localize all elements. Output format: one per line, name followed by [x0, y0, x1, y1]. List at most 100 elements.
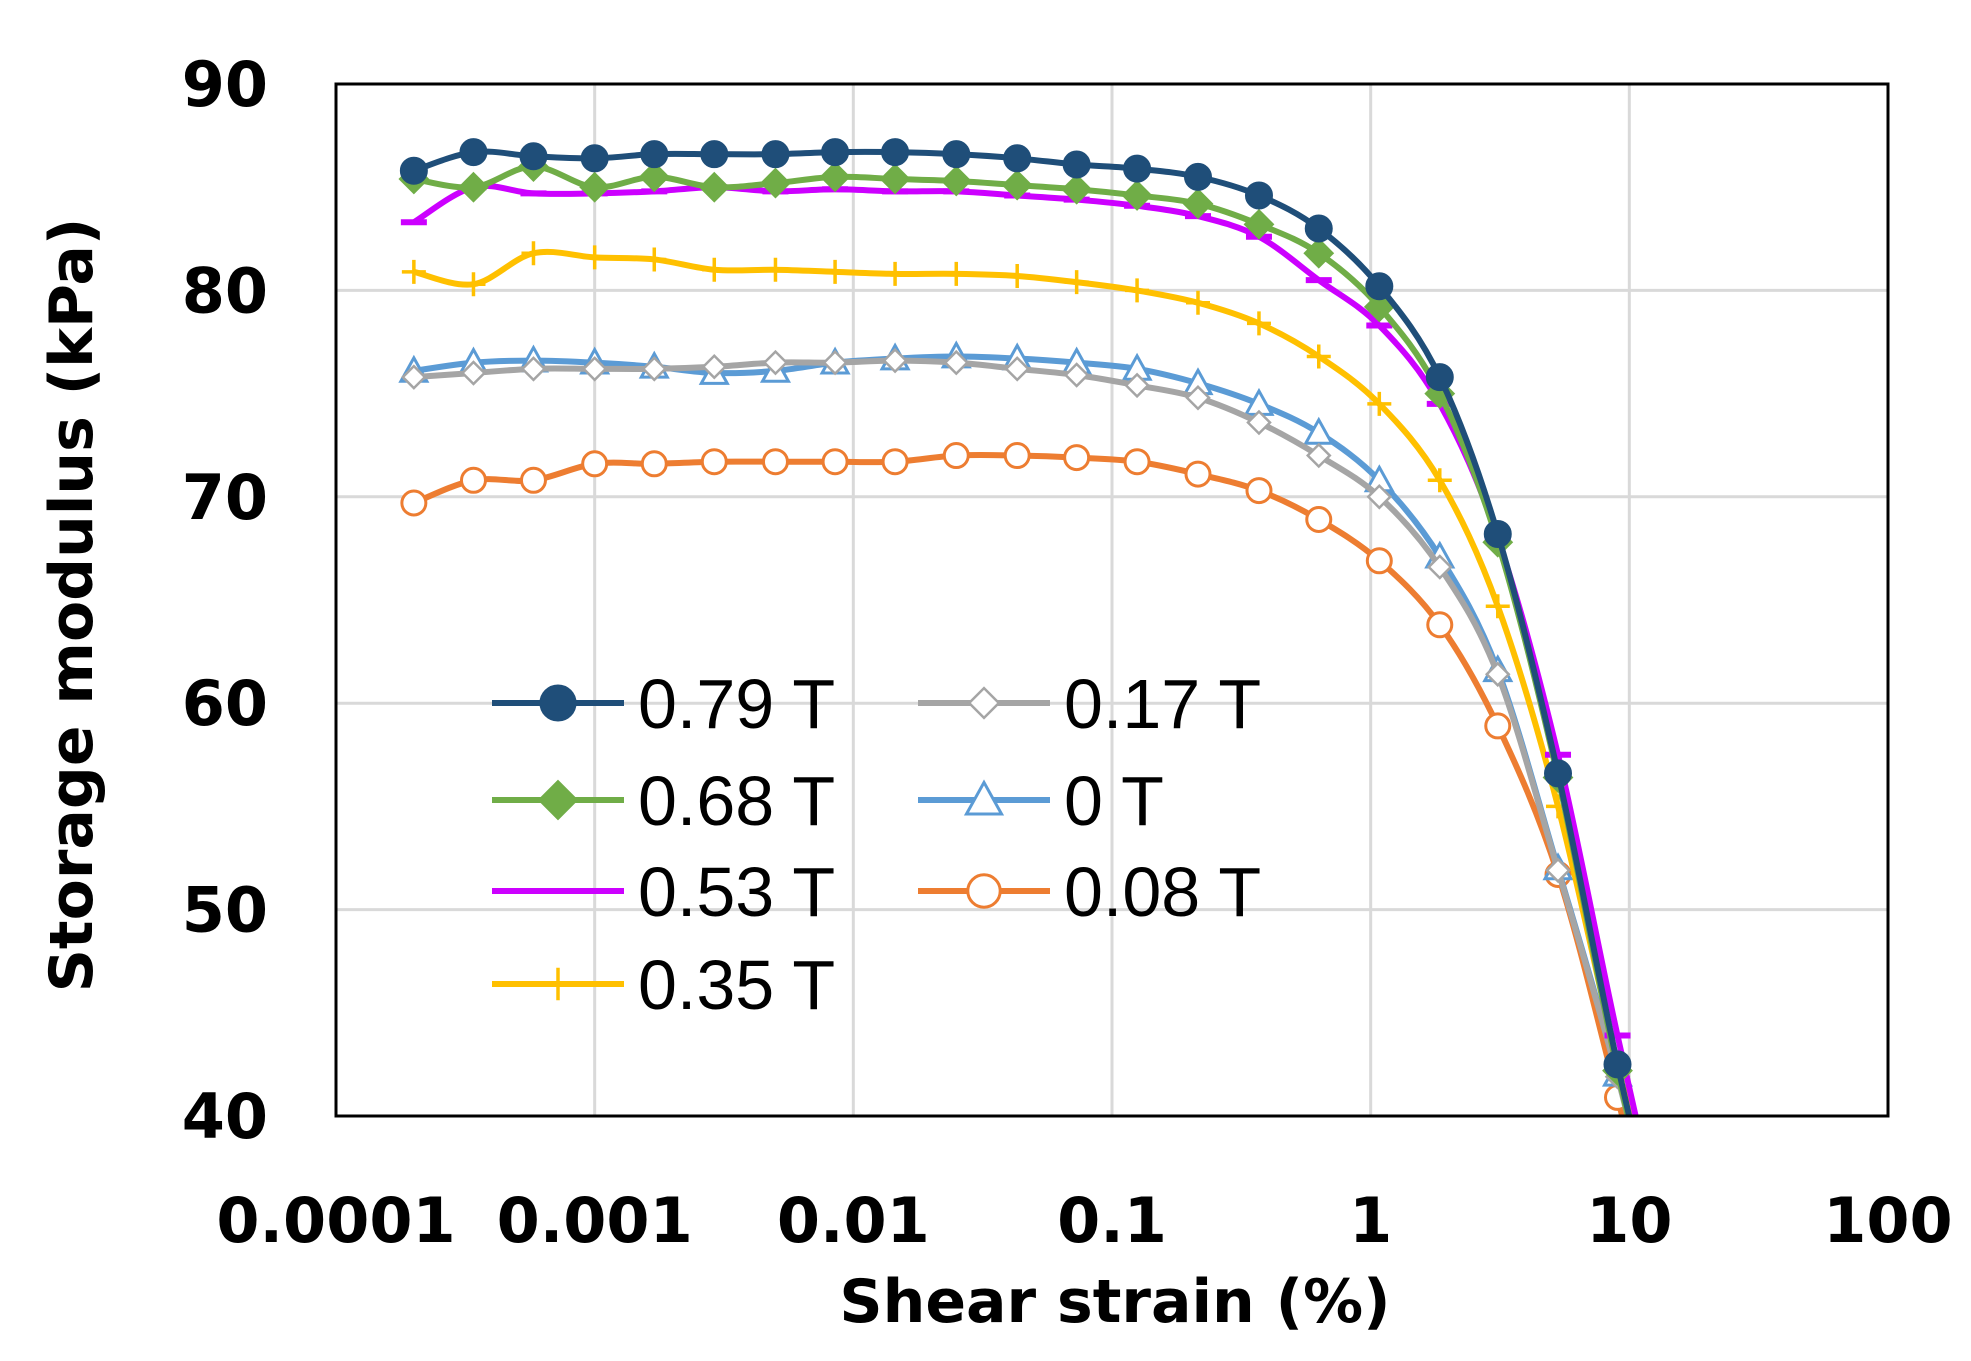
data-point-0-10 [1003, 144, 1032, 173]
data-point-1-7 [819, 161, 851, 193]
data-point-0-11 [1062, 150, 1091, 179]
data-point-0-8 [881, 138, 910, 167]
data-point-0-20 [1603, 1050, 1632, 1079]
data-point-6-21 [1667, 1331, 1691, 1355]
data-point-3-10 [1005, 263, 1030, 288]
data-point-0-21 [1666, 1309, 1692, 1335]
x-tick-label-5: 10 [1586, 1184, 1672, 1257]
legend-swatch-marker-6 [966, 873, 1002, 909]
legend-swatch-marker-3 [541, 967, 575, 1001]
data-point-1-6 [760, 167, 791, 199]
data-point-6-14 [1245, 477, 1273, 505]
data-point-0-1 [459, 138, 488, 167]
data-point-6-7 [821, 448, 849, 476]
grid-lines [334, 82, 1890, 1118]
legend-label-0: 0.79 T [638, 665, 835, 743]
x-tick-label-2: 0.01 [777, 1184, 930, 1257]
data-point-1-14 [1243, 208, 1275, 240]
data-point-0-9 [942, 140, 971, 169]
data-point-4-9 [943, 349, 970, 376]
data-point-6-17 [1426, 611, 1454, 639]
series-line-3 [413, 248, 1633, 1116]
data-point-0-4 [640, 140, 669, 169]
legend-entry-6: 0.08 T [918, 853, 1261, 931]
data-point-6-12 [1123, 448, 1151, 476]
x-tick-label-4: 1 [1349, 1184, 1392, 1257]
data-point-4-19 [1545, 857, 1571, 884]
series-layer [398, 138, 1692, 1355]
x-tick-label-0: 0.0001 [216, 1184, 455, 1257]
data-point-3-17 [1427, 468, 1452, 493]
x-tick-label-1: 0.001 [497, 1184, 693, 1257]
data-point-1-11 [1061, 173, 1093, 205]
legend-entry-2: 0.53 T [492, 853, 835, 931]
series-line-2 [412, 182, 1639, 1116]
data-point-4-5 [701, 354, 728, 380]
legend-entry-5: 0 T [918, 762, 1164, 840]
data-point-0-19 [1544, 759, 1573, 788]
y-tick-label-1: 50 [182, 874, 268, 947]
data-point-3-15 [1306, 344, 1331, 369]
series-0-17-t [401, 347, 1690, 1333]
data-point-3-16 [1367, 391, 1392, 416]
data-point-3-4 [642, 247, 667, 272]
y-tick-label-2: 60 [182, 667, 268, 740]
data-point-1-15 [1303, 237, 1335, 269]
data-point-3-14 [1246, 311, 1271, 336]
data-point-0-14 [1244, 181, 1273, 210]
data-point-0-2 [519, 142, 548, 171]
data-point-3-0 [401, 259, 426, 284]
data-point-0-3 [580, 144, 609, 173]
data-point-4-16 [1366, 484, 1393, 510]
data-point-3-18 [1485, 594, 1510, 619]
data-point-4-6 [762, 349, 789, 376]
data-point-6-18 [1484, 712, 1512, 740]
data-point-1-12 [1121, 180, 1153, 211]
data-point-4-21 [1668, 1311, 1690, 1333]
data-point-0-12 [1123, 154, 1152, 183]
data-point-6-4 [640, 450, 668, 478]
data-point-3-9 [944, 261, 969, 286]
legend-swatch-marker-1 [537, 779, 579, 821]
data-point-4-10 [1004, 356, 1030, 382]
data-point-6-8 [881, 448, 909, 476]
data-point-0-16 [1365, 272, 1394, 301]
legend-label-4: 0.17 T [1064, 665, 1261, 743]
plot-frame [334, 82, 1890, 1118]
data-point-3-3 [582, 245, 607, 270]
legend-label-5: 0 T [1064, 762, 1164, 840]
data-point-6-0 [400, 489, 428, 517]
legend-swatch-marker-5 [963, 779, 1005, 816]
data-point-3-11 [1064, 270, 1089, 295]
legend-label-3: 0.35 T [638, 946, 835, 1024]
y-tick-labels: 40 50 60 70 80 90 [182, 48, 268, 1153]
y-tick-label-4: 80 [182, 254, 268, 327]
legend-entry-0: 0.79 T [492, 665, 835, 743]
data-point-0-17 [1425, 363, 1454, 392]
legend-entry-3: 0.35 T [492, 946, 835, 1024]
data-point-5-15 [1303, 416, 1335, 445]
data-point-6-3 [581, 450, 609, 478]
data-point-3-5 [702, 257, 727, 282]
data-point-1-9 [940, 165, 972, 197]
data-point-3-7 [823, 259, 848, 284]
data-point-6-11 [1063, 444, 1091, 472]
data-point-1-5 [698, 171, 730, 203]
legend-label-2: 0.53 T [638, 853, 835, 931]
data-point-4-12 [1124, 372, 1150, 399]
y-tick-label-0: 40 [182, 1080, 268, 1153]
legend-entry-1: 0.68 T [492, 762, 835, 840]
data-point-4-17 [1427, 554, 1453, 580]
data-point-5-21 [1666, 1309, 1692, 1332]
data-point-4-15 [1305, 442, 1332, 469]
data-point-4-2 [520, 356, 547, 382]
data-point-3-2 [521, 241, 546, 266]
data-point-4-18 [1484, 661, 1511, 688]
data-point-3-1 [461, 272, 486, 297]
data-point-4-13 [1185, 384, 1211, 411]
data-point-0-7 [821, 138, 850, 167]
data-point-1-13 [1182, 188, 1214, 220]
legend-label-6: 0.08 T [1064, 853, 1261, 931]
data-point-0-18 [1483, 519, 1512, 548]
